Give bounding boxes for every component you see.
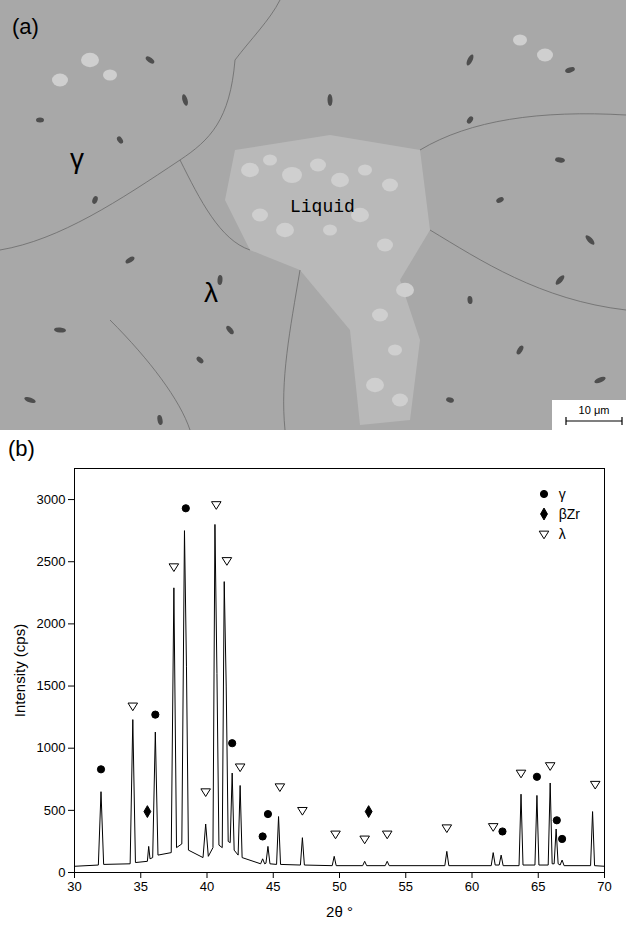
svg-text:1000: 1000 xyxy=(37,740,66,755)
svg-text:2500: 2500 xyxy=(37,554,66,569)
svg-text:40: 40 xyxy=(200,879,214,894)
svg-text:(a): (a) xyxy=(12,14,39,39)
svg-text:50: 50 xyxy=(332,879,346,894)
svg-text:3000: 3000 xyxy=(37,492,66,507)
svg-text:γ: γ xyxy=(70,143,84,174)
svg-text:55: 55 xyxy=(399,879,413,894)
svg-text:60: 60 xyxy=(465,879,479,894)
html-text:βZr: βZr xyxy=(558,506,580,522)
svg-text:Intensity (cps): Intensity (cps) xyxy=(11,624,28,717)
html-text:γ: γ xyxy=(558,486,566,502)
svg-text:2θ °: 2θ ° xyxy=(326,903,353,920)
svg-text:1500: 1500 xyxy=(37,678,66,693)
html-text:λ: λ xyxy=(558,526,566,542)
svg-text:500: 500 xyxy=(44,803,66,818)
svg-text:2000: 2000 xyxy=(37,616,66,631)
svg-text:70: 70 xyxy=(597,879,611,894)
svg-text:30: 30 xyxy=(67,879,81,894)
svg-text:10 μm: 10 μm xyxy=(579,404,610,416)
html-text:(b): (b) xyxy=(8,436,35,461)
svg-text:λ: λ xyxy=(204,277,218,308)
svg-text:35: 35 xyxy=(134,879,148,894)
svg-text:65: 65 xyxy=(531,879,545,894)
svg-text:Liquid: Liquid xyxy=(290,197,355,217)
svg-text:0: 0 xyxy=(58,865,65,880)
svg-text:45: 45 xyxy=(266,879,280,894)
